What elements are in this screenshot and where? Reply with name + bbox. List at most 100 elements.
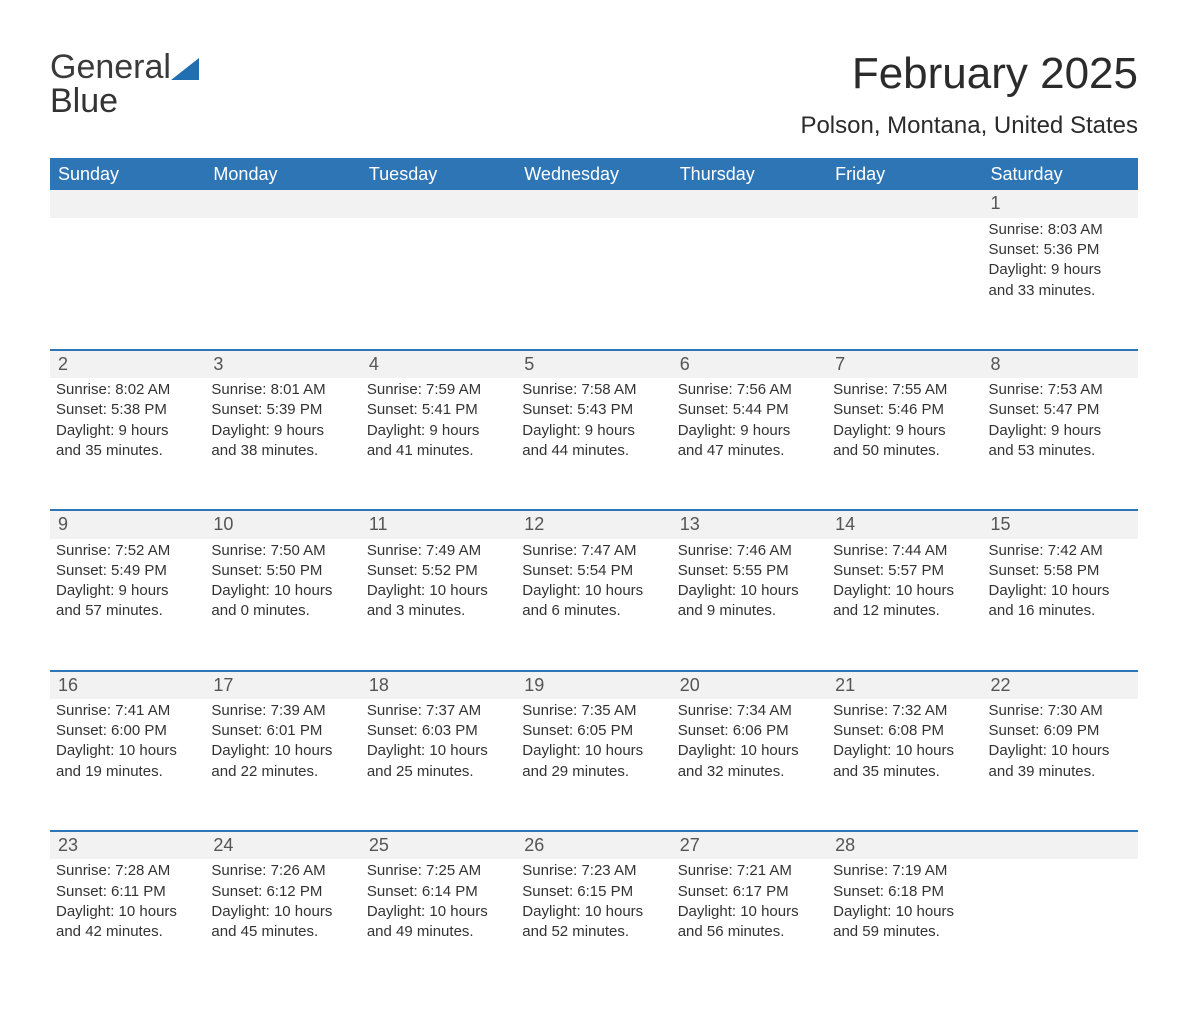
logo: General Blue bbox=[50, 50, 199, 118]
day-number-cell: 1 bbox=[983, 190, 1138, 217]
day-detail-cell: Sunrise: 7:28 AMSunset: 6:11 PMDaylight:… bbox=[50, 859, 205, 991]
day-detail-cell: Sunrise: 7:42 AMSunset: 5:58 PMDaylight:… bbox=[983, 539, 1138, 671]
day-number-cell: 8 bbox=[983, 350, 1138, 378]
sunset-text: Sunset: 6:06 PM bbox=[678, 721, 819, 741]
day-number-cell: 14 bbox=[827, 510, 982, 538]
dl2-text: and 19 minutes. bbox=[56, 762, 197, 782]
day-number-cell: 2 bbox=[50, 350, 205, 378]
dl2-text: and 39 minutes. bbox=[989, 762, 1130, 782]
dl2-text: and 3 minutes. bbox=[367, 601, 508, 621]
day-detail-cell: Sunrise: 7:34 AMSunset: 6:06 PMDaylight:… bbox=[672, 699, 827, 831]
sunrise-text: Sunrise: 7:49 AM bbox=[367, 541, 508, 561]
weekday-header: Saturday bbox=[983, 158, 1138, 190]
day-number-cell: 16 bbox=[50, 671, 205, 699]
dl2-text: and 45 minutes. bbox=[211, 922, 352, 942]
month-title: February 2025 bbox=[800, 50, 1138, 98]
dl2-text: and 52 minutes. bbox=[522, 922, 663, 942]
sunrise-text: Sunrise: 7:42 AM bbox=[989, 541, 1130, 561]
day-number-cell: 18 bbox=[361, 671, 516, 699]
day-number-cell: 26 bbox=[516, 831, 671, 859]
sunrise-text: Sunrise: 8:03 AM bbox=[989, 220, 1130, 240]
sunrise-text: Sunrise: 7:23 AM bbox=[522, 861, 663, 881]
weekday-header: Tuesday bbox=[361, 158, 516, 190]
day-number-cell: 13 bbox=[672, 510, 827, 538]
day-detail-cell: Sunrise: 8:01 AMSunset: 5:39 PMDaylight:… bbox=[205, 378, 360, 510]
weekday-header-row: Sunday Monday Tuesday Wednesday Thursday… bbox=[50, 158, 1138, 190]
day-number-cell: 21 bbox=[827, 671, 982, 699]
dl1-text: Daylight: 9 hours bbox=[211, 421, 352, 441]
day-detail-cell: Sunrise: 7:32 AMSunset: 6:08 PMDaylight:… bbox=[827, 699, 982, 831]
sunset-text: Sunset: 6:00 PM bbox=[56, 721, 197, 741]
day-number-row: 9101112131415 bbox=[50, 510, 1138, 538]
day-number-cell: 9 bbox=[50, 510, 205, 538]
day-detail-cell: Sunrise: 7:49 AMSunset: 5:52 PMDaylight:… bbox=[361, 539, 516, 671]
day-detail-cell: Sunrise: 7:46 AMSunset: 5:55 PMDaylight:… bbox=[672, 539, 827, 671]
dl2-text: and 47 minutes. bbox=[678, 441, 819, 461]
day-detail-cell: Sunrise: 7:55 AMSunset: 5:46 PMDaylight:… bbox=[827, 378, 982, 510]
dl1-text: Daylight: 10 hours bbox=[833, 902, 974, 922]
dl1-text: Daylight: 10 hours bbox=[522, 902, 663, 922]
day-detail-cell: Sunrise: 7:47 AMSunset: 5:54 PMDaylight:… bbox=[516, 539, 671, 671]
dl2-text: and 33 minutes. bbox=[989, 281, 1130, 301]
sunset-text: Sunset: 6:17 PM bbox=[678, 882, 819, 902]
dl1-text: Daylight: 10 hours bbox=[522, 581, 663, 601]
sunrise-text: Sunrise: 7:41 AM bbox=[56, 701, 197, 721]
dl1-text: Daylight: 10 hours bbox=[678, 581, 819, 601]
dl1-text: Daylight: 10 hours bbox=[833, 581, 974, 601]
day-detail-cell: Sunrise: 8:03 AMSunset: 5:36 PMDaylight:… bbox=[983, 218, 1138, 350]
day-detail-cell: Sunrise: 7:25 AMSunset: 6:14 PMDaylight:… bbox=[361, 859, 516, 991]
dl2-text: and 29 minutes. bbox=[522, 762, 663, 782]
day-number-row: 232425262728 bbox=[50, 831, 1138, 859]
sunrise-text: Sunrise: 7:46 AM bbox=[678, 541, 819, 561]
dl1-text: Daylight: 10 hours bbox=[56, 741, 197, 761]
sunset-text: Sunset: 5:49 PM bbox=[56, 561, 197, 581]
sunrise-text: Sunrise: 8:01 AM bbox=[211, 380, 352, 400]
dl2-text: and 49 minutes. bbox=[367, 922, 508, 942]
day-detail-cell: Sunrise: 7:19 AMSunset: 6:18 PMDaylight:… bbox=[827, 859, 982, 991]
sunset-text: Sunset: 5:36 PM bbox=[989, 240, 1130, 260]
dl2-text: and 0 minutes. bbox=[211, 601, 352, 621]
page-header: General Blue February 2025 Polson, Monta… bbox=[50, 50, 1138, 140]
sunset-text: Sunset: 5:57 PM bbox=[833, 561, 974, 581]
dl1-text: Daylight: 10 hours bbox=[833, 741, 974, 761]
dl2-text: and 44 minutes. bbox=[522, 441, 663, 461]
day-detail-cell: Sunrise: 7:52 AMSunset: 5:49 PMDaylight:… bbox=[50, 539, 205, 671]
sunrise-text: Sunrise: 7:37 AM bbox=[367, 701, 508, 721]
dl2-text: and 38 minutes. bbox=[211, 441, 352, 461]
sunset-text: Sunset: 6:15 PM bbox=[522, 882, 663, 902]
day-number-cell: 5 bbox=[516, 350, 671, 378]
sunset-text: Sunset: 6:08 PM bbox=[833, 721, 974, 741]
weekday-header: Thursday bbox=[672, 158, 827, 190]
day-number-cell: 11 bbox=[361, 510, 516, 538]
dl2-text: and 53 minutes. bbox=[989, 441, 1130, 461]
dl2-text: and 59 minutes. bbox=[833, 922, 974, 942]
day-number-cell bbox=[983, 831, 1138, 859]
sunrise-text: Sunrise: 7:19 AM bbox=[833, 861, 974, 881]
weekday-header: Sunday bbox=[50, 158, 205, 190]
day-detail-cell: Sunrise: 7:39 AMSunset: 6:01 PMDaylight:… bbox=[205, 699, 360, 831]
dl2-text: and 41 minutes. bbox=[367, 441, 508, 461]
sunrise-text: Sunrise: 7:52 AM bbox=[56, 541, 197, 561]
sunset-text: Sunset: 5:39 PM bbox=[211, 400, 352, 420]
dl1-text: Daylight: 9 hours bbox=[678, 421, 819, 441]
day-detail-cell: Sunrise: 7:23 AMSunset: 6:15 PMDaylight:… bbox=[516, 859, 671, 991]
dl1-text: Daylight: 9 hours bbox=[56, 421, 197, 441]
sunrise-text: Sunrise: 7:55 AM bbox=[833, 380, 974, 400]
dl1-text: Daylight: 10 hours bbox=[367, 902, 508, 922]
day-detail-cell: Sunrise: 7:58 AMSunset: 5:43 PMDaylight:… bbox=[516, 378, 671, 510]
day-number-cell: 28 bbox=[827, 831, 982, 859]
day-number-cell: 4 bbox=[361, 350, 516, 378]
sunrise-text: Sunrise: 7:56 AM bbox=[678, 380, 819, 400]
sunrise-text: Sunrise: 7:35 AM bbox=[522, 701, 663, 721]
sunset-text: Sunset: 6:01 PM bbox=[211, 721, 352, 741]
day-number-cell bbox=[205, 190, 360, 217]
day-detail-row: Sunrise: 7:28 AMSunset: 6:11 PMDaylight:… bbox=[50, 859, 1138, 991]
dl2-text: and 16 minutes. bbox=[989, 601, 1130, 621]
dl2-text: and 42 minutes. bbox=[56, 922, 197, 942]
day-number-cell: 10 bbox=[205, 510, 360, 538]
dl1-text: Daylight: 9 hours bbox=[833, 421, 974, 441]
day-detail-row: Sunrise: 8:02 AMSunset: 5:38 PMDaylight:… bbox=[50, 378, 1138, 510]
day-detail-cell: Sunrise: 7:37 AMSunset: 6:03 PMDaylight:… bbox=[361, 699, 516, 831]
sunset-text: Sunset: 5:38 PM bbox=[56, 400, 197, 420]
sunset-text: Sunset: 6:09 PM bbox=[989, 721, 1130, 741]
